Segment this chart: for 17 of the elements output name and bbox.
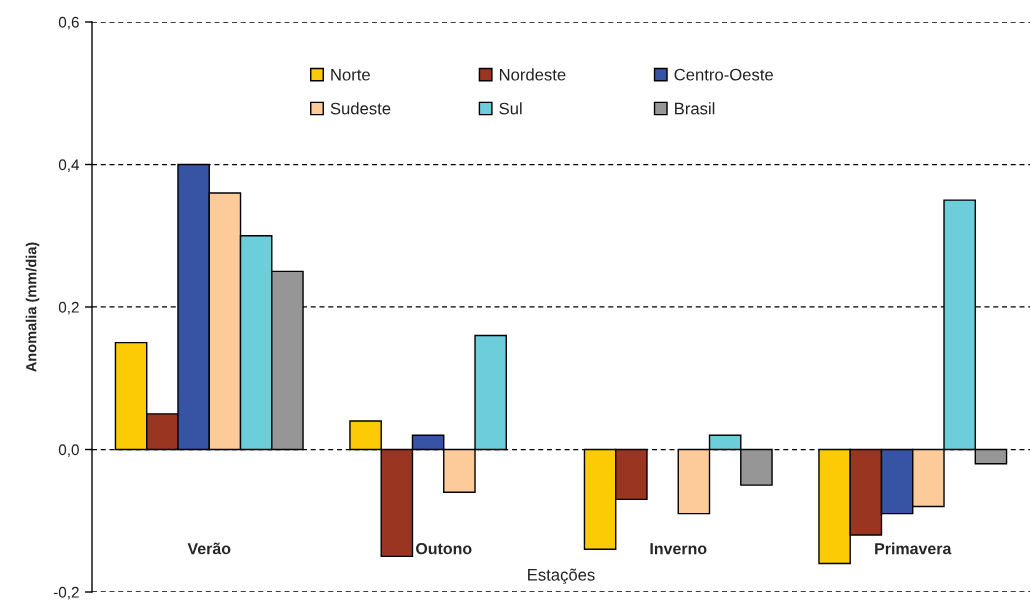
legend-label: Sudeste	[330, 102, 391, 115]
y-tick-label: 0,6	[58, 16, 79, 30]
legend-label: Centro-Oeste	[674, 68, 773, 81]
x-axis-title: Estações	[528, 568, 595, 585]
y-tick-label: 0,2	[58, 301, 79, 315]
legend-label: Norte	[331, 68, 370, 81]
x-tick-label: Inverno	[650, 543, 707, 555]
x-tick-label: Verão	[187, 542, 231, 555]
legend-label: Brasil	[675, 102, 715, 115]
x-tick-label: Outono	[416, 542, 472, 555]
legend-label: Nordeste	[499, 68, 566, 81]
y-tick-label: -0,2	[53, 586, 79, 600]
legend-label: Sul	[499, 102, 522, 115]
x-tick-label: Primavera	[875, 542, 952, 555]
y-tick-label: 0,0	[58, 444, 79, 457]
y-tick-label: 0,4	[58, 159, 80, 172]
y-axis-title: Anomalia (mm/dia)	[25, 242, 40, 372]
